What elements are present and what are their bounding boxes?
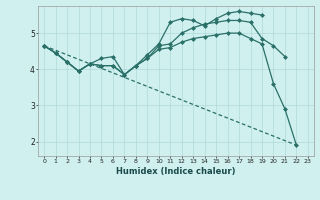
X-axis label: Humidex (Indice chaleur): Humidex (Indice chaleur) xyxy=(116,167,236,176)
